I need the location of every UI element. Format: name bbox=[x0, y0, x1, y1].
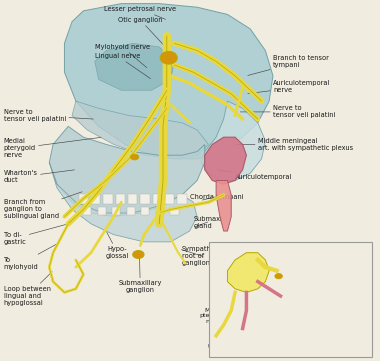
Text: Small petrosal
branch to tensor
tympani: Small petrosal branch to tensor tympani bbox=[288, 244, 352, 265]
Text: Branch to
chorda tympani: Branch to chorda tympani bbox=[284, 293, 349, 310]
Text: Lesser petrosal nerve: Lesser petrosal nerve bbox=[104, 6, 176, 19]
Bar bbox=[153, 194, 162, 204]
Text: Submaxi
gland: Submaxi gland bbox=[193, 216, 222, 229]
Text: To
mylohyoid: To mylohyoid bbox=[4, 243, 59, 270]
Bar bbox=[83, 207, 91, 215]
Text: To di-
gastric: To di- gastric bbox=[4, 224, 67, 245]
Text: Submaxillary
ganglion: Submaxillary ganglion bbox=[119, 258, 162, 293]
Bar bbox=[112, 207, 120, 215]
Bar bbox=[141, 207, 149, 215]
Text: Branch to tensor
tympani: Branch to tensor tympani bbox=[248, 55, 329, 75]
Text: Nerve to
tensor veli palatini: Nerve to tensor veli palatini bbox=[207, 330, 266, 349]
Text: Medial
pterygoid
nerve: Medial pterygoid nerve bbox=[4, 138, 101, 158]
Ellipse shape bbox=[160, 51, 177, 64]
Bar bbox=[91, 194, 100, 204]
Polygon shape bbox=[95, 43, 174, 90]
Bar bbox=[177, 194, 187, 204]
Text: Nerve to
tensor veli palatini: Nerve to tensor veli palatini bbox=[4, 109, 93, 122]
Text: Hypo-
glossal: Hypo- glossal bbox=[106, 232, 129, 259]
Bar bbox=[209, 242, 372, 357]
Text: Wharton's
duct: Wharton's duct bbox=[4, 170, 74, 183]
Bar bbox=[79, 194, 88, 204]
Polygon shape bbox=[65, 4, 273, 159]
Ellipse shape bbox=[275, 274, 282, 279]
Bar bbox=[140, 194, 150, 204]
Text: Loop between
lingual and
hypoglossal: Loop between lingual and hypoglossal bbox=[4, 272, 52, 306]
Bar bbox=[170, 207, 179, 215]
Text: Otic ganglion: Otic ganglion bbox=[282, 274, 342, 279]
Text: Nerve to
tensor veli palatini: Nerve to tensor veli palatini bbox=[240, 105, 335, 118]
Bar bbox=[156, 207, 164, 215]
Ellipse shape bbox=[133, 251, 144, 258]
Polygon shape bbox=[49, 162, 197, 242]
Text: Mylohyoid nerve: Mylohyoid nerve bbox=[95, 44, 150, 68]
Bar bbox=[165, 194, 174, 204]
Text: Sympathetic
root of
ganglion: Sympathetic root of ganglion bbox=[181, 246, 224, 266]
Bar bbox=[128, 194, 138, 204]
Polygon shape bbox=[228, 253, 269, 292]
Polygon shape bbox=[216, 180, 231, 231]
Polygon shape bbox=[205, 137, 246, 184]
Text: Auriculotemporal: Auriculotemporal bbox=[217, 170, 293, 180]
Polygon shape bbox=[72, 101, 209, 159]
Polygon shape bbox=[49, 126, 205, 217]
Bar bbox=[103, 194, 113, 204]
Text: Lingual nerve: Lingual nerve bbox=[95, 53, 150, 79]
Text: Auriculotemporal
nerve: Auriculotemporal nerve bbox=[248, 80, 330, 94]
Text: Branch from
ganglion to
sublingual gland: Branch from ganglion to sublingual gland bbox=[4, 192, 82, 219]
Bar bbox=[116, 194, 125, 204]
Text: Otic ganglion: Otic ganglion bbox=[118, 17, 168, 49]
Bar bbox=[98, 207, 106, 215]
Ellipse shape bbox=[130, 154, 139, 160]
Text: Chorda tympani: Chorda tympani bbox=[190, 194, 243, 200]
Text: Medial
pterygoid
nerve: Medial pterygoid nerve bbox=[199, 295, 230, 324]
Polygon shape bbox=[201, 101, 265, 180]
Text: Middle meningeal
art. with sympathetic plexus: Middle meningeal art. with sympathetic p… bbox=[236, 138, 353, 151]
Bar bbox=[127, 207, 135, 215]
